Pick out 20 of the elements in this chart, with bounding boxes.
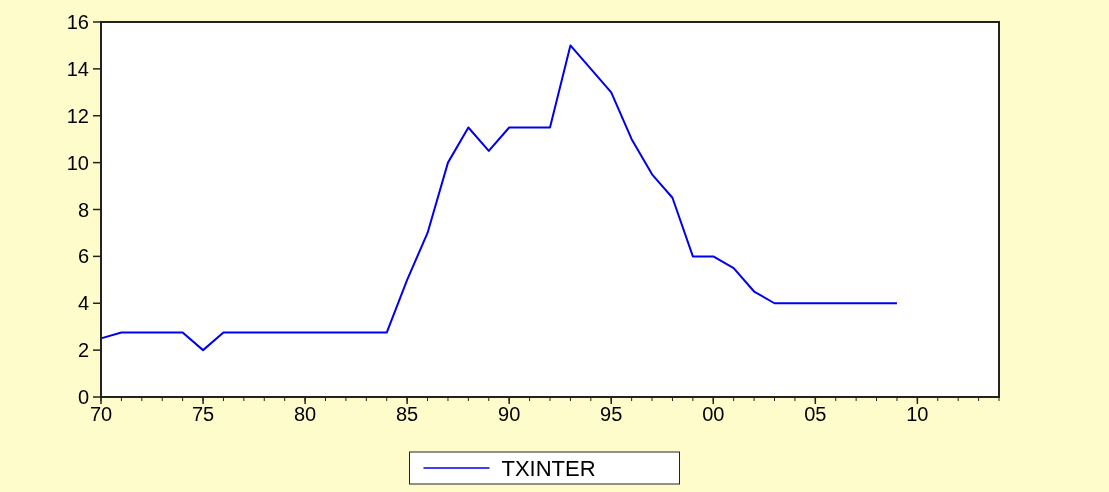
y-tick-label: 14	[66, 57, 89, 80]
x-tick-label: 10	[906, 403, 929, 425]
y-tick-label: 8	[77, 198, 89, 221]
x-tick-label: 90	[498, 403, 521, 425]
x-tick-label: 70	[89, 403, 113, 425]
x-tick-label: 05	[804, 403, 827, 425]
line-series	[100, 44, 898, 352]
y-tick-label: 6	[77, 245, 89, 268]
x-tick-label: 80	[293, 403, 317, 425]
y-tick-label: 16	[66, 11, 89, 33]
y-tick-label: 4	[77, 292, 89, 315]
y-tick-label: 2	[77, 339, 89, 362]
x-tick-label: 95	[600, 403, 623, 425]
x-tick-label: 85	[396, 403, 419, 425]
y-tick-label: 10	[66, 151, 89, 174]
y-tick-label: 12	[66, 104, 89, 127]
legend-label: TXINTER	[501, 455, 596, 481]
y-tick-label: 0	[77, 386, 89, 408]
x-tick-label: 00	[702, 403, 725, 425]
x-tick-label: 75	[191, 403, 215, 425]
